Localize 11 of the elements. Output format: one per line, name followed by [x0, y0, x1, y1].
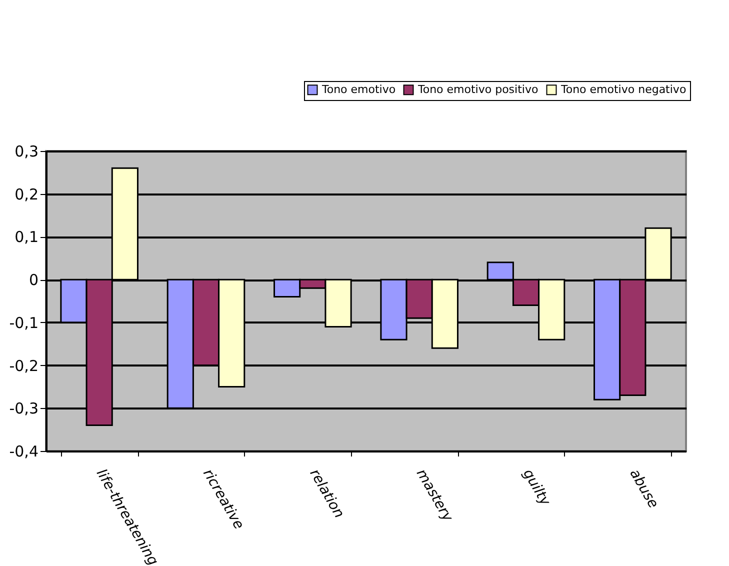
- legend-label: Tono emotivo negativo: [560, 82, 686, 96]
- y-tick-label: 0,3: [14, 142, 38, 160]
- legend-label: Tono emotivo: [321, 82, 396, 96]
- y-tick-label: -0,2: [9, 356, 38, 375]
- y-tick-label: 0: [28, 271, 38, 290]
- y-tick-label: -0,3: [9, 400, 38, 418]
- y-tick-label: 0,2: [14, 185, 38, 204]
- y-tick-label: -0,1: [9, 314, 38, 332]
- legend-label: Tono emotivo positivo: [417, 82, 538, 96]
- y-tick-label: 0,1: [14, 228, 38, 246]
- y-tick-label: -0,4: [9, 442, 38, 460]
